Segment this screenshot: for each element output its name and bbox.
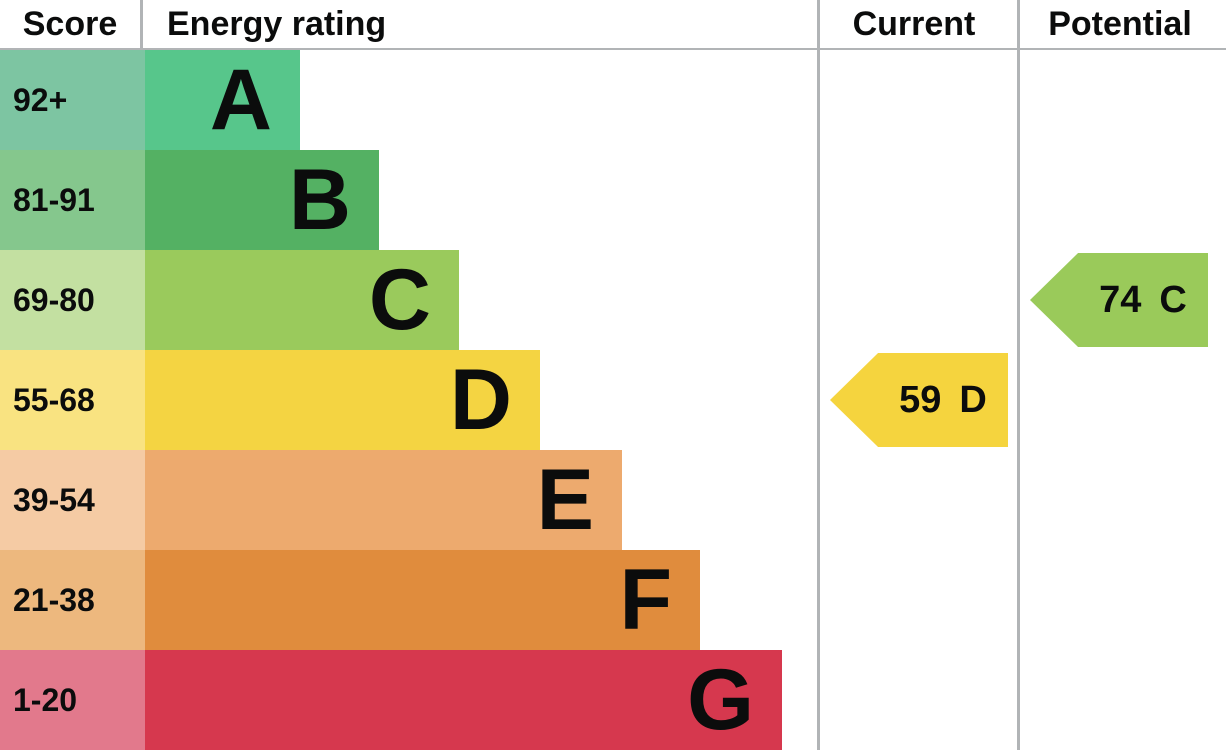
current-column-header: Current (852, 4, 976, 43)
band-score-range: 92+ (0, 50, 145, 150)
band-bar: E (145, 450, 622, 550)
current-rating-score: 59 (899, 379, 942, 421)
score-column-header: Score (0, 0, 143, 48)
band-row: 92+ A (0, 50, 817, 150)
band-score-range: 55-68 (0, 350, 145, 450)
potential-rating-arrow: 74 C (1030, 253, 1208, 347)
band-bar: F (145, 550, 700, 650)
band-score-range: 1-20 (0, 650, 145, 750)
potential-column-header: Potential (1048, 4, 1192, 43)
current-rating-band: D (959, 379, 987, 421)
current-rating-arrow: 59 D (830, 353, 1008, 447)
potential-column-divider (1017, 0, 1020, 750)
band-row: 69-80 C (0, 250, 817, 350)
band-row: 55-68 D (0, 350, 817, 450)
band-bar: A (145, 50, 300, 150)
band-row: 21-38 F (0, 550, 817, 650)
band-score-range: 81-91 (0, 150, 145, 250)
energy-rating-column-header: Energy rating (167, 4, 387, 43)
band-score-range: 69-80 (0, 250, 145, 350)
band-row: 1-20 G (0, 650, 817, 750)
band-rows: 92+ A 81-91 B 69-80 C 55-68 D 39-54 E 21… (0, 50, 817, 750)
band-row: 81-91 B (0, 150, 817, 250)
band-row: 39-54 E (0, 450, 817, 550)
chart-header: Score Energy rating Current Potential (0, 0, 1226, 50)
band-bar: G (145, 650, 782, 750)
band-score-range: 21-38 (0, 550, 145, 650)
band-bar: C (145, 250, 459, 350)
band-bar: D (145, 350, 540, 450)
current-column-divider (817, 0, 820, 750)
potential-rating-score: 74 (1099, 279, 1142, 321)
band-score-range: 39-54 (0, 450, 145, 550)
potential-rating-band: C (1159, 279, 1187, 321)
band-bar: B (145, 150, 379, 250)
